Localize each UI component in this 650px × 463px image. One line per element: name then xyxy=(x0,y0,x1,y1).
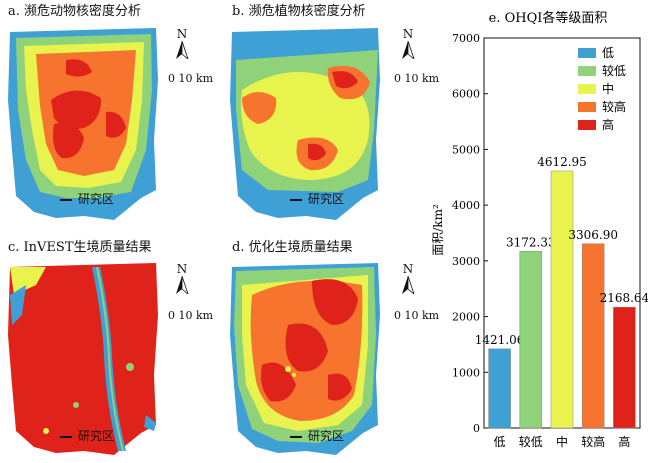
legend-label: 较高 xyxy=(602,99,626,114)
bar-低 xyxy=(488,348,511,429)
panel-a-title: a. 濒危动物核密度分析 xyxy=(8,4,142,19)
panel-d-patch xyxy=(285,366,291,372)
x-tick-label: 高 xyxy=(618,434,630,449)
panel-b-highest-zone-1 xyxy=(332,71,358,89)
legend-label: 中 xyxy=(602,81,614,96)
panel-b-title: b. 濒危植物核密度分析 xyxy=(232,4,366,19)
bar-value-label: 3306.90 xyxy=(568,228,618,242)
bar-value-label: 2168.64 xyxy=(600,291,648,305)
panel-b-study-legend: 研究区 xyxy=(290,190,344,207)
legend-label: 高 xyxy=(602,117,614,132)
bar-较低 xyxy=(519,251,543,429)
panel-d-highest-zone-2 xyxy=(285,323,328,372)
panel-a-study-legend: 研究区 xyxy=(60,190,114,207)
panel-d-highest-zone-1 xyxy=(312,279,358,325)
study-area-line-icon xyxy=(60,435,72,438)
panel-c-patch xyxy=(43,428,49,434)
legend-swatch xyxy=(578,84,596,94)
panel-c-study-legend: 研究区 xyxy=(60,427,114,444)
panel-a-highest-zone-1 xyxy=(51,90,102,129)
panel-c-title: c. InVEST生境质量结果 xyxy=(8,240,152,255)
panel-a-highest-zone-3 xyxy=(106,111,126,138)
bars-group: 1421.06 低 3172.33 较低 4612.95 中 3306.90 较高 2168.6… xyxy=(475,155,648,449)
y-tick-label: 7000 xyxy=(452,32,480,45)
panel-c-map xyxy=(8,263,158,455)
x-tick-label: 较高 xyxy=(581,434,605,449)
panel-c-patch xyxy=(126,363,134,371)
panel-d-title: d. 优化生境质量结果 xyxy=(232,240,353,255)
bar-value-label: 4612.95 xyxy=(537,155,587,169)
panel-c-scale-bar: 0 10 km xyxy=(168,309,214,322)
panel-d-north-arrow: N xyxy=(398,262,418,297)
legend-label: 较低 xyxy=(602,63,626,78)
y-tick-label: 4000 xyxy=(452,199,480,212)
panel-a-map xyxy=(8,28,158,220)
panel-d-study-legend: 研究区 xyxy=(290,427,344,444)
panel-b-map xyxy=(230,28,380,220)
y-tick-label: 0 xyxy=(473,422,480,435)
legend-swatch xyxy=(578,48,596,58)
legend-swatch xyxy=(578,102,596,112)
y-tick-label: 6000 xyxy=(452,88,480,101)
panel-a-scale-bar: 0 10 km xyxy=(168,72,214,85)
y-tick-label: 2000 xyxy=(452,311,480,324)
panel-a-highest-zone-4 xyxy=(66,59,92,77)
bar-中 xyxy=(550,170,574,429)
panel-d-highest-zone-4 xyxy=(328,373,352,401)
panel-d-scale-bar: 0 10 km xyxy=(394,309,440,322)
panel-c-edge-zone xyxy=(10,267,46,295)
legend-label: 低 xyxy=(602,46,614,60)
y-tick-label: 1000 xyxy=(452,366,480,379)
bar-较高 xyxy=(581,243,605,429)
panel-d-map xyxy=(230,263,380,455)
study-area-line-icon xyxy=(290,435,302,438)
bar-value-label: 1421.06 xyxy=(475,333,525,347)
y-tick-label: 5000 xyxy=(452,143,480,156)
panel-c-west-low xyxy=(10,285,26,325)
chart-title: e. OHQI各等级面积 xyxy=(489,10,608,26)
panel-c-north-arrow: N xyxy=(172,262,192,297)
y-axis-label: 面积/km² xyxy=(431,204,445,256)
x-tick-label: 中 xyxy=(556,434,568,449)
panel-e-bar-chart: e. OHQI各等级面积 0 1000 2000 3000 4000 5000 6000 70… xyxy=(431,10,648,449)
panel-d-highest-zone-3 xyxy=(261,362,296,402)
x-tick-label: 较低 xyxy=(519,434,543,449)
x-tick-label: 低 xyxy=(494,435,506,449)
panel-b-north-arrow: N xyxy=(398,27,418,62)
panel-a-north-arrow: N xyxy=(172,27,192,62)
panel-d-patch xyxy=(292,373,296,377)
study-area-line-icon xyxy=(290,198,302,201)
legend-swatch xyxy=(578,66,596,76)
panel-b-scale-bar: 0 10 km xyxy=(394,72,440,85)
panel-b-highest-zone-2 xyxy=(308,143,326,161)
bar-高 xyxy=(613,306,636,429)
panel-c-river-lower xyxy=(96,267,124,451)
bar-value-label: 3172.33 xyxy=(506,235,556,249)
panel-b-high-zone-1 xyxy=(242,92,277,124)
panel-c-patch xyxy=(73,402,79,408)
study-area-line-icon xyxy=(60,198,72,201)
y-tick-label: 3000 xyxy=(452,255,480,268)
panel-a-highest-zone-2 xyxy=(53,122,84,159)
y-axis: 0 1000 2000 3000 4000 5000 6000 7000 xyxy=(452,32,488,435)
panel-c-highest-base xyxy=(8,263,158,455)
panel-c-south-edge xyxy=(144,415,156,431)
legend-swatch xyxy=(578,120,596,130)
